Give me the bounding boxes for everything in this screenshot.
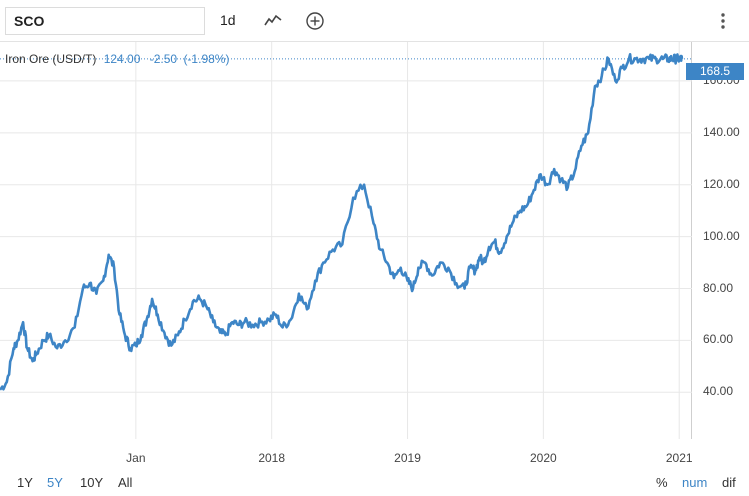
series-line	[0, 53, 684, 391]
mode-dif-button[interactable]: dif	[722, 475, 736, 490]
y-tick-label: 100.00	[703, 228, 740, 243]
chart-toolbar: SCO 1d	[0, 0, 749, 42]
x-tick-label: 2020	[530, 451, 557, 465]
legend-change-pct: (-1.98%)	[183, 52, 230, 66]
mode-percent-button[interactable]: %	[656, 475, 668, 490]
y-tick-label: 140.00	[703, 124, 740, 139]
x-tick-label: 2018	[258, 451, 286, 465]
more-menu-icon[interactable]	[716, 10, 730, 32]
y-tick-label: 80.00	[703, 280, 734, 295]
chart-style-icon[interactable]	[262, 10, 284, 32]
range-10y-button[interactable]: 10Y	[80, 475, 104, 490]
x-tick-label: Jan	[126, 451, 146, 465]
price-chart[interactable]	[0, 42, 692, 439]
symbol-input[interactable]: SCO	[5, 7, 205, 35]
x-tick-label: 2021	[665, 451, 693, 465]
interval-selector[interactable]: 1d	[220, 12, 236, 28]
add-indicator-icon[interactable]	[304, 10, 326, 32]
last-price-tag: 168.5	[686, 63, 744, 80]
range-bar: 1Y 5Y 10Y All % num dif	[0, 470, 749, 496]
mode-num-button[interactable]: num	[682, 475, 708, 490]
chart-legend: Iron Ore (USD/T) 124.00 -2.50 (-1.98%)	[5, 52, 229, 66]
legend-price: 124.00	[103, 52, 141, 66]
range-5y-button[interactable]: 5Y	[47, 475, 63, 490]
legend-name: Iron Ore (USD/T)	[5, 52, 97, 66]
y-tick-label: 40.00	[703, 384, 734, 399]
range-1y-button[interactable]: 1Y	[17, 475, 33, 490]
x-tick-label: 2019	[394, 451, 421, 465]
y-tick-label: 120.00	[703, 176, 740, 191]
range-all-button[interactable]: All	[118, 475, 133, 490]
y-tick-label: 60.00	[703, 332, 734, 347]
legend-change: -2.50	[149, 52, 178, 66]
chart-plot-area[interactable]	[0, 42, 692, 439]
